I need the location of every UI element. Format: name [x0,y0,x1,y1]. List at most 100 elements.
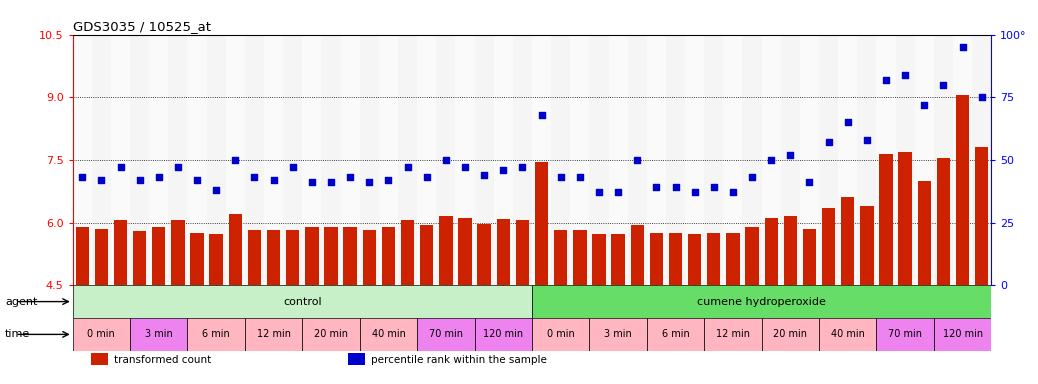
Bar [76,227,89,285]
Bar [344,227,357,285]
Bar [956,95,969,285]
Bar [784,216,797,285]
Text: time: time [5,329,30,339]
Point [763,157,780,163]
Bar [822,208,836,285]
Bar [114,220,128,285]
Text: 120 min: 120 min [484,329,523,339]
Bar [899,152,911,285]
Bar [153,227,165,285]
Text: 6 min: 6 min [202,329,230,339]
Point [916,102,932,108]
Bar [379,35,398,285]
Point [227,157,244,163]
Point [323,179,339,185]
Bar [742,35,762,285]
Text: 3 min: 3 min [145,329,172,339]
Point [591,189,607,195]
Point [820,139,837,146]
Bar [630,225,644,285]
Point [342,174,358,180]
Bar [188,318,245,351]
Bar [647,318,704,351]
Bar [398,35,417,285]
Text: 120 min: 120 min [943,329,983,339]
Point [400,164,416,170]
Text: 12 min: 12 min [716,329,749,339]
Bar [532,285,991,318]
Bar [382,227,395,285]
Bar [420,225,434,285]
Point [246,174,263,180]
Bar [554,230,568,285]
Bar [535,162,548,285]
Bar [879,154,893,285]
Point [475,172,492,178]
Point [208,187,224,193]
Text: 70 min: 70 min [889,329,922,339]
Point [552,174,569,180]
Point [361,179,378,185]
Bar [111,35,130,285]
Bar [570,35,590,285]
Point [380,177,397,183]
Bar [802,229,816,285]
Point [303,179,320,185]
Bar [496,219,510,285]
Point [954,44,971,50]
Bar [513,35,532,285]
Bar [551,35,570,285]
Point [534,112,550,118]
Text: 12 min: 12 min [256,329,291,339]
Point [151,174,167,180]
Bar [73,285,532,318]
Point [609,189,626,195]
Point [93,177,110,183]
Bar [130,35,149,285]
Bar [650,233,663,285]
Bar [685,35,704,285]
Point [725,189,741,195]
Bar [975,147,988,285]
Point [782,152,798,158]
Bar [94,229,108,285]
Bar [264,35,283,285]
Bar [590,318,647,351]
Bar [800,35,819,285]
Bar [459,218,471,285]
Point [495,167,512,173]
Bar [73,35,91,285]
Bar [417,35,436,285]
Bar [286,230,299,285]
Text: 40 min: 40 min [372,329,406,339]
Point [897,71,913,78]
Bar [973,35,991,285]
Bar [401,220,414,285]
Bar [876,318,934,351]
Point [840,119,856,125]
Bar [762,35,781,285]
Bar [302,35,322,285]
Bar [704,318,762,351]
Bar [190,233,203,285]
Text: control: control [283,296,322,306]
Bar [474,35,494,285]
Point [801,179,818,185]
Text: 6 min: 6 min [661,329,689,339]
Bar [666,35,685,285]
Bar [876,35,896,285]
Point [974,94,990,100]
Text: transformed count: transformed count [114,355,212,365]
Point [935,82,952,88]
Bar [704,35,723,285]
Text: percentile rank within the sample: percentile rank within the sample [372,355,547,365]
Bar [439,216,453,285]
Bar [340,35,360,285]
Point [189,177,206,183]
Bar [532,318,590,351]
Bar [283,35,302,285]
Text: 0 min: 0 min [547,329,575,339]
Bar [210,234,223,285]
Bar [207,35,226,285]
Bar [608,35,628,285]
